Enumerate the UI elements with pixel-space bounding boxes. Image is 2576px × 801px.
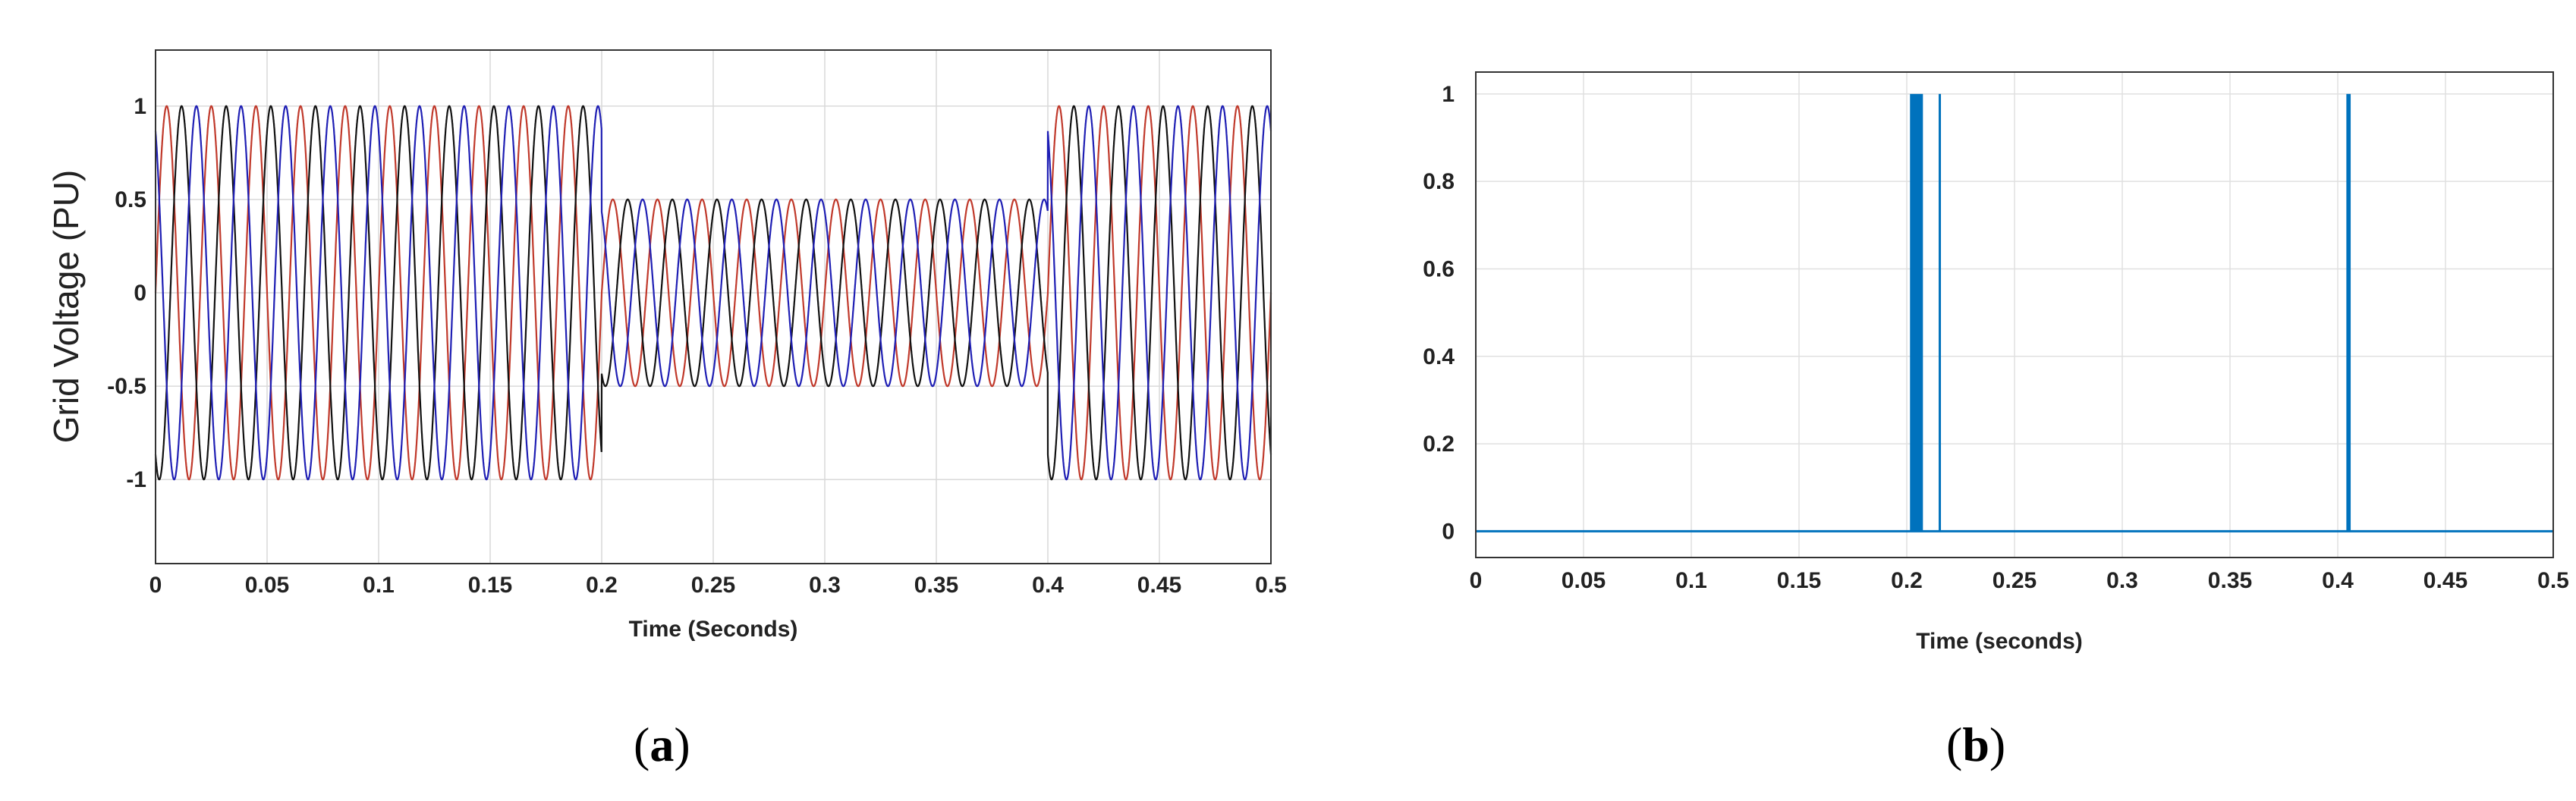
y-axis-label-a: Grid Voltage (PU): [46, 170, 86, 443]
y-tick-label: 0: [1442, 519, 1455, 544]
y-tick-label: 1: [1442, 82, 1455, 107]
y-tick-label: 1: [134, 94, 146, 119]
y-tick-label: 0: [134, 281, 146, 306]
x-tick-label: 0.35: [914, 573, 958, 598]
x-tick-labels-a: 0 0.05 0.1 0.15 0.2 0.25 0.3 0.35 0.4 0.45 0.5: [149, 573, 1287, 598]
x-tick-label: 0.4: [1032, 573, 1064, 598]
x-tick-label: 0: [1470, 568, 1483, 593]
x-axis-label-a: Time (Seconds): [629, 617, 798, 642]
signal-pulse: [2346, 93, 2351, 532]
phase-line-1: [154, 105, 1272, 481]
x-tick-label: 0.05: [1562, 568, 1606, 593]
chart-b: 0 0.05 0.1 0.15 0.2 0.25 0.3 0.35 0.4 0.45 0.5 0 0.…: [1423, 71, 2569, 654]
x-tick-label: 0.25: [691, 573, 735, 598]
signal-pulse: [1910, 93, 1923, 532]
x-tick-label: 0.2: [586, 573, 618, 598]
x-tick-label: 0.05: [245, 573, 289, 598]
x-tick-labels-b: 0 0.05 0.1 0.15 0.2 0.25 0.3 0.35 0.4 0.45 0.5: [1470, 568, 2569, 593]
plot-frame-b: [1475, 71, 2554, 558]
phase-line-2: [154, 105, 1272, 481]
x-tick-label: 0.2: [1891, 568, 1923, 593]
x-tick-label: 0.35: [2208, 568, 2252, 593]
x-tick-label: 0.5: [1255, 573, 1287, 598]
x-tick-label: 0.3: [2106, 568, 2138, 593]
plot-frame-a: [155, 49, 1272, 564]
x-tick-label: 0.15: [468, 573, 512, 598]
x-tick-label: 0: [149, 573, 162, 598]
y-tick-label: 0.6: [1423, 256, 1455, 281]
caption-b: (b): [1946, 718, 2006, 771]
y-tick-label: 0.4: [1423, 344, 1455, 369]
x-tick-label: 0.15: [1777, 568, 1821, 593]
y-tick-label: 0.5: [115, 187, 146, 212]
x-tick-label: 0.25: [1993, 568, 2037, 593]
chart-a: 0 0.05 0.1 0.15 0.2 0.25 0.3 0.35 0.4 0.45 0.5 1 0.…: [46, 49, 1287, 642]
caption-b-letter: b: [1962, 718, 1989, 771]
y-tick-label: -1: [126, 467, 146, 492]
y-tick-label: 0.2: [1423, 432, 1455, 457]
phase-line-3: [154, 105, 1272, 481]
y-tick-label: -0.5: [107, 374, 146, 399]
x-tick-label: 0.4: [2322, 568, 2354, 593]
x-tick-label: 0.5: [2537, 568, 2569, 593]
x-tick-label: 0.45: [1137, 573, 1181, 598]
x-tick-label: 0.3: [809, 573, 841, 598]
y-tick-label: 0.8: [1423, 169, 1455, 194]
y-tick-labels-a: 1 0.5 0 -0.5 -1: [107, 94, 146, 492]
y-tick-labels-b: 0 0.2 0.4 0.6 0.8 1: [1423, 82, 1455, 545]
caption-a-letter: a: [650, 718, 675, 771]
signal-line-b: [1476, 93, 2553, 532]
x-tick-label: 0.1: [363, 573, 395, 598]
signal-pulse: [1939, 93, 1942, 532]
x-tick-label: 0.1: [1675, 568, 1707, 593]
x-axis-label-b: Time (seconds): [1916, 629, 2083, 654]
x-tick-label: 0.45: [2423, 568, 2467, 593]
series-lines-a: [154, 105, 1272, 481]
caption-a: (a): [634, 718, 690, 771]
